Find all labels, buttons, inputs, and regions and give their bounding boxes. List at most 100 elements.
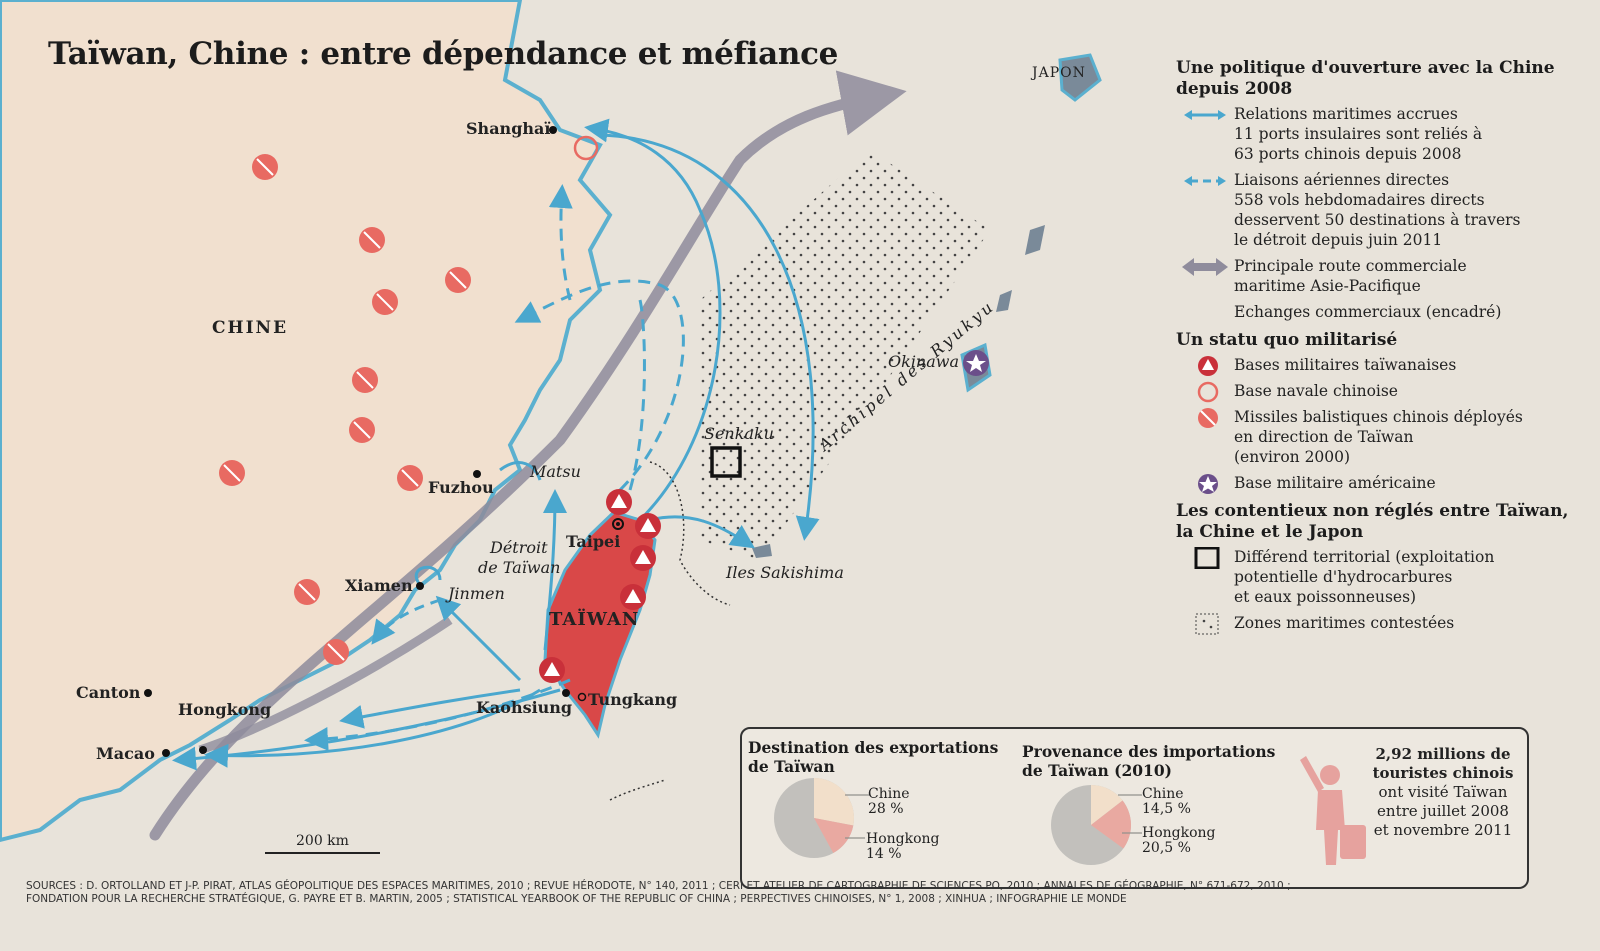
imports-hk-value: 20,5 %: [1142, 840, 1191, 856]
legend-section-militaire: Un statu quo militarisé: [1176, 330, 1398, 350]
tourists-line3: ont visité Taïwan: [1378, 783, 1508, 801]
missile-icon: [359, 227, 385, 253]
exports-hk-name: Hongkong: [866, 831, 940, 847]
sources-line2: FONDATION POUR LA RECHERCHE STRATÉGIQUE,…: [26, 893, 1127, 905]
label-hongkong: Hongkong: [178, 700, 272, 719]
imports-chine-name: Chine: [1142, 786, 1184, 802]
us-base-legend-icon: [1198, 474, 1218, 494]
air-route-nw: [628, 299, 646, 491]
ryukyu-island-1: [1025, 225, 1045, 255]
missile-icon: [397, 465, 423, 491]
missile-icons: [219, 154, 471, 665]
legend-air: Liaisons aériennes directes 558 vols heb…: [1176, 170, 1576, 250]
air-route-sw: [371, 598, 441, 645]
imports-title: Provenance des importations de Taïwan (2…: [1022, 742, 1275, 780]
taiwan-base-icon: [620, 584, 646, 610]
legend-differend-line3: et eaux poissonneuses): [1234, 588, 1417, 606]
legend-missiles-line1: Missiles balistiques chinois déployés: [1234, 408, 1523, 426]
label-chine: CHINE: [212, 318, 289, 338]
label-xiamen: Xiamen: [345, 576, 413, 595]
imports-chine-label: Chine 14,5 %: [1142, 787, 1191, 817]
legend-air-line1: Liaisons aériennes directes: [1234, 171, 1450, 189]
exports-title-line1: Destination des exportations: [748, 738, 999, 757]
label-senkaku: Senkaku: [704, 424, 774, 443]
territorial-square-icon: [1194, 547, 1220, 569]
label-okinawa: Okinawa: [888, 352, 960, 371]
trade-route-hk: [198, 616, 453, 755]
sources-line1: SOURCES : D. ORTOLLAND ET J-P. PIRAT, AT…: [26, 880, 1291, 892]
legend-air-line2: 558 vols hebdomadaires directs: [1234, 191, 1485, 209]
air-arrow-icon: [1184, 176, 1226, 186]
trade-route: [149, 70, 907, 841]
label-jinmen: Jinmen: [448, 584, 505, 603]
legend-maritime-line2: 11 ports insulaires sont reliés à: [1234, 125, 1483, 143]
legend-air-line3: desservent 50 destinations à travers: [1234, 211, 1521, 229]
tourists-line4: entre juillet 2008: [1377, 802, 1509, 820]
missile-legend-icon: [1198, 408, 1218, 428]
maritime-route-shanghai: [584, 118, 722, 522]
naval-base-legend-icon: [1197, 381, 1219, 403]
legend-missiles-line2: en direction de Taïwan: [1234, 428, 1414, 446]
taiwan-base-icons: [539, 489, 661, 683]
legend-base-us: Base militaire américaine: [1176, 473, 1576, 494]
maritime-route-kao-hk: [204, 688, 541, 768]
legend-maritime: Relations maritimes accrues 11 ports ins…: [1176, 104, 1576, 164]
japan-island: [1058, 53, 1102, 102]
exports-hk-value: 14 %: [866, 846, 902, 862]
ryukyu-island-2: [996, 290, 1012, 312]
maritime-route-kao-sw: [339, 688, 521, 729]
maritime-route-jinmen: [414, 565, 442, 586]
maritime-boundary-2: [609, 779, 666, 801]
tourists-line2: touristes chinois: [1372, 764, 1514, 782]
legend-section-contentieux: Les contentieux non réglés entre Taïwan,…: [1176, 501, 1569, 542]
legend-zones-text: Zones maritimes contestées: [1234, 614, 1455, 632]
exports-title-line2: de Taïwan: [748, 757, 835, 776]
sakishima-island: [752, 544, 772, 558]
label-sakishima: Iles Sakishima: [726, 563, 844, 582]
maritime-route-xiamen: [435, 595, 522, 682]
imports-title-line2: de Taïwan (2010): [1022, 761, 1172, 780]
missile-icon: [372, 289, 398, 315]
missile-icon: [445, 267, 471, 293]
maritime-arrow-icon: [1184, 110, 1226, 120]
taiwan-base-legend-icon: [1198, 356, 1218, 376]
missile-icon: [219, 460, 245, 486]
air-route-shanghai: [548, 184, 573, 301]
page-title: Taïwan, Chine : entre dépendance et méfi…: [48, 36, 839, 72]
legend-route-line1: Principale route commerciale: [1234, 257, 1467, 275]
city-dots: [144, 126, 624, 757]
missile-icon: [323, 639, 349, 665]
taiwan-base-icon: [606, 489, 632, 515]
legend-bases-tw: Bases militaires taïwanaises: [1176, 355, 1576, 376]
sources: SOURCES : D. ORTOLLAND ET J-P. PIRAT, AT…: [26, 880, 1546, 906]
trade-inset: [740, 727, 1529, 889]
imports-title-line1: Provenance des importations: [1022, 742, 1276, 761]
us-base-icon: [963, 350, 989, 376]
legend-differend-line1: Différend territorial (exploitation: [1234, 548, 1495, 566]
label-canton: Canton: [76, 683, 141, 702]
legend-air-line4: le détroit depuis juin 2011: [1234, 231, 1443, 249]
legend-route: Principale route commerciale maritime As…: [1176, 256, 1576, 296]
label-taiwan: TAÏWAN: [549, 609, 640, 630]
legend-section-ouverture: Une politique d'ouverture avec la Chine …: [1176, 58, 1555, 99]
legend-base-navale-text: Base navale chinoise: [1234, 382, 1398, 400]
legend-differend: Différend territorial (exploitation pote…: [1176, 547, 1576, 607]
label-matsu: Matsu: [530, 462, 581, 481]
tourists-line5: et novembre 2011: [1373, 821, 1513, 839]
label-detroit: Détroit: [490, 538, 548, 557]
legend: Une politique d'ouverture avec la Chine …: [1176, 58, 1576, 639]
exports-title: Destination des exportations de Taïwan: [748, 738, 998, 776]
air-route-south: [304, 678, 571, 751]
exports-hk-label: Hongkong 14 %: [866, 832, 940, 862]
senkaku-square: [710, 446, 742, 478]
taiwan-base-icon: [635, 513, 661, 539]
dotted-zone-icon: [1195, 613, 1219, 635]
taiwan-base-icon: [539, 657, 565, 683]
maritime-route-sakishima: [649, 515, 755, 549]
exports-chine-value: 28 %: [868, 801, 904, 817]
imports-hk-label: Hongkong 20,5 %: [1142, 826, 1216, 856]
legend-echanges: Echanges commerciaux (encadré): [1176, 302, 1576, 322]
missile-icon: [294, 579, 320, 605]
legend-base-us-text: Base militaire américaine: [1234, 474, 1436, 492]
label-macao: Macao: [96, 744, 155, 763]
